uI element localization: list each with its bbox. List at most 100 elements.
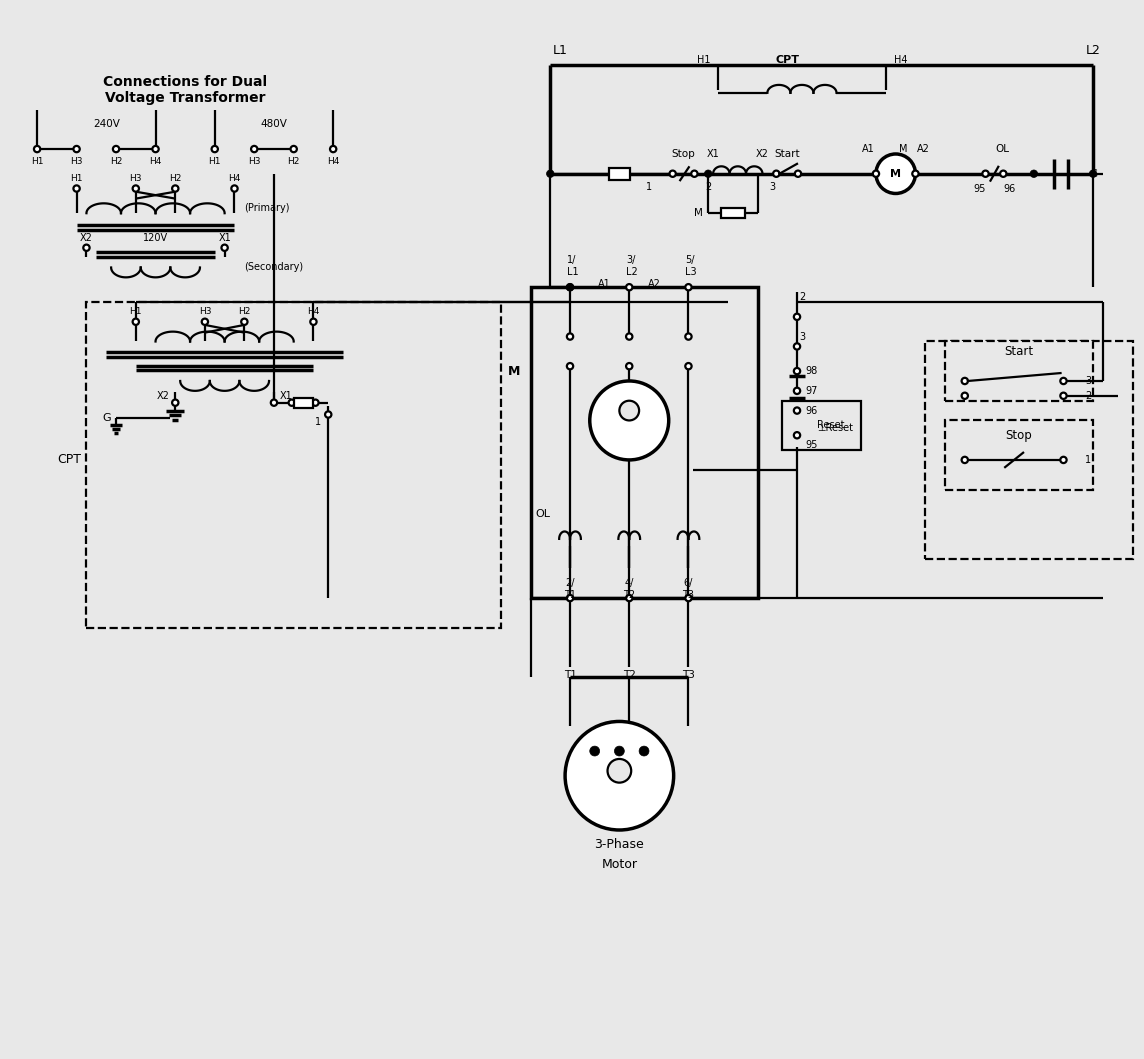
Bar [945,341,1093,400]
Text: X1: X1 [279,391,292,400]
Circle shape [565,721,674,830]
Circle shape [626,334,633,340]
Circle shape [172,399,178,406]
Circle shape [773,170,779,177]
Text: 97: 97 [805,385,818,396]
Text: 5/: 5/ [685,254,696,265]
Circle shape [231,185,238,192]
Text: H1: H1 [70,174,82,183]
Circle shape [567,334,573,340]
Text: 3: 3 [769,181,776,192]
Circle shape [34,146,40,152]
Text: (Secondary): (Secondary) [245,263,303,272]
Bar [87,302,501,628]
Text: (Primary): (Primary) [245,203,289,213]
Circle shape [288,399,295,406]
Text: OL: OL [535,509,550,519]
Text: H1: H1 [129,307,142,317]
Text: 3: 3 [799,331,805,342]
Circle shape [619,400,639,420]
Circle shape [983,170,988,177]
Text: H1: H1 [31,158,43,166]
Circle shape [794,343,800,349]
Text: 3-Phase: 3-Phase [595,839,644,851]
Bar [925,341,1133,558]
Text: G: G [102,413,111,424]
Text: T1: T1 [564,670,577,680]
Text: T1: T1 [564,590,577,600]
Circle shape [794,367,800,374]
Text: T2: T2 [623,590,635,600]
Text: H4: H4 [150,158,161,166]
Circle shape [241,319,247,325]
Circle shape [626,595,633,602]
Circle shape [567,595,573,602]
Text: X2: X2 [157,391,169,400]
Text: Connections for Dual
Voltage Transformer: Connections for Dual Voltage Transformer [103,75,268,105]
Text: 480V: 480V [261,120,287,129]
Text: ⊥Reset: ⊥Reset [817,424,852,433]
Text: H4: H4 [893,55,907,66]
Text: A2: A2 [648,280,660,289]
Text: A1: A1 [598,280,611,289]
Text: H3: H3 [129,174,142,183]
Text: 6/: 6/ [684,578,693,589]
Bar [609,167,630,180]
Bar [294,398,313,408]
Circle shape [639,747,649,756]
Circle shape [626,284,633,290]
Text: 2: 2 [1085,391,1091,400]
Circle shape [1060,393,1066,399]
Circle shape [312,399,318,406]
Circle shape [84,245,89,251]
Circle shape [1000,170,1007,177]
Circle shape [685,363,692,370]
Text: T2: T2 [622,670,636,680]
Text: T3: T3 [682,670,694,680]
Text: 2: 2 [705,181,712,192]
Circle shape [271,399,277,406]
Text: 240V: 240V [93,120,120,129]
Text: 1: 1 [1085,455,1091,465]
Circle shape [669,170,676,177]
Text: Stop: Stop [1006,429,1032,442]
Text: X1: X1 [219,233,231,243]
Circle shape [1089,170,1097,178]
Circle shape [212,146,217,152]
Circle shape [567,363,573,370]
Circle shape [133,185,138,192]
Text: 3: 3 [1085,376,1091,385]
Circle shape [73,185,80,192]
Text: CPT: CPT [57,453,81,466]
Text: 120V: 120V [143,233,168,243]
Text: 98: 98 [805,366,818,376]
Text: Motor: Motor [602,858,637,872]
Circle shape [794,313,800,320]
Bar [531,287,757,598]
Text: A1: A1 [861,144,874,154]
Circle shape [794,408,800,414]
Text: G: G [1089,168,1097,179]
Circle shape [1030,170,1038,178]
Text: T3: T3 [683,590,694,600]
Circle shape [912,170,919,177]
Circle shape [1060,378,1066,384]
Text: X2: X2 [80,233,93,243]
Circle shape [329,146,336,152]
Text: L2: L2 [1086,43,1101,57]
Text: H2: H2 [110,158,122,166]
Circle shape [691,170,698,177]
Circle shape [1060,456,1066,463]
Circle shape [201,319,208,325]
Text: 4/: 4/ [625,578,634,589]
Text: H3: H3 [199,307,212,317]
Text: CPT: CPT [776,55,800,66]
Circle shape [291,146,296,152]
Circle shape [607,759,631,783]
Text: M: M [899,144,908,154]
Circle shape [795,170,801,177]
Circle shape [873,170,879,177]
Circle shape [876,154,915,194]
Text: 2: 2 [799,292,805,302]
Circle shape [590,381,669,460]
